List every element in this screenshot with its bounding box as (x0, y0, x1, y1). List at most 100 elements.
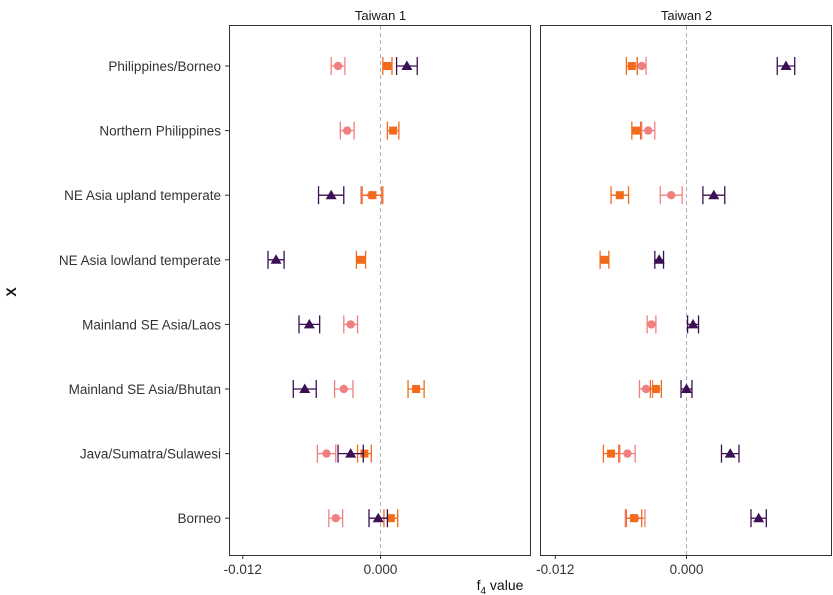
square-marker (389, 126, 398, 135)
panel-title: Taiwan 2 (661, 8, 712, 23)
y-tick-label: Java/Sumatra/Sulawesi (80, 447, 221, 462)
square-marker (600, 255, 609, 264)
triangle-marker (724, 448, 736, 458)
data-point (686, 315, 700, 334)
square-marker (356, 255, 365, 264)
circle-marker (322, 449, 331, 458)
square-marker (412, 385, 421, 393)
x-axis-title-f: f (477, 577, 481, 593)
square-marker (607, 449, 616, 458)
y-tick-label: Borneo (177, 511, 221, 526)
data-point (636, 57, 647, 75)
data-point (328, 509, 344, 528)
square-marker (627, 62, 636, 70)
square-marker (360, 449, 369, 458)
data-point (750, 509, 767, 528)
panel-title: Taiwan 1 (355, 8, 406, 23)
x-tick-label: -0.012 (224, 562, 262, 577)
circle-marker (641, 384, 651, 394)
square-marker (386, 514, 395, 523)
triangle-marker (653, 254, 665, 264)
triangle-marker (345, 448, 357, 458)
x-tick-label: 0.000 (364, 562, 398, 577)
data-point (602, 444, 620, 463)
triangle-marker (372, 512, 384, 523)
data-point (337, 444, 364, 463)
data-point (649, 380, 663, 398)
triangle-marker (780, 60, 792, 70)
circle-marker (647, 320, 656, 329)
data-point (330, 57, 346, 75)
square-marker (615, 191, 624, 200)
panel-strip (229, 5, 531, 25)
data-point (333, 380, 354, 398)
circle-marker (343, 126, 352, 135)
y-tick-label: Northern Philippines (99, 124, 221, 139)
square-marker (383, 62, 392, 70)
circle-marker (346, 320, 355, 329)
triangle-marker (299, 383, 311, 393)
data-point (776, 57, 796, 75)
data-point (368, 509, 389, 528)
triangle-marker (270, 254, 282, 264)
data-point (355, 250, 367, 269)
data-point (610, 186, 630, 205)
y-tick-label: Philippines/Borneo (108, 59, 221, 74)
circle-marker (339, 384, 348, 394)
data-point (659, 186, 683, 205)
y-axis-title: X (3, 287, 19, 297)
data-point (702, 186, 726, 205)
triangle-marker (303, 318, 315, 329)
circle-marker (623, 449, 632, 458)
triangle-marker (708, 189, 720, 200)
x-axis-title-rest: value (486, 577, 524, 593)
data-point (407, 380, 425, 398)
circle-marker (666, 191, 676, 200)
panel-strip (540, 5, 832, 25)
data-point (680, 380, 693, 398)
y-tick-label: Mainland SE Asia/Laos (82, 317, 221, 332)
x-tick-label: 0.000 (670, 562, 704, 577)
y-tick-label: NE Asia upland temperate (64, 188, 221, 203)
data-marks (267, 26, 796, 555)
triangle-marker (753, 512, 765, 523)
data-point (343, 315, 359, 334)
circle-marker (331, 514, 340, 523)
data-point (625, 57, 638, 75)
y-tick-labels: Philippines/Borneo Northern Philippines NE… (59, 59, 229, 526)
square-marker (630, 514, 639, 523)
data-point (339, 121, 355, 140)
circle-marker (644, 126, 653, 135)
data-point (317, 186, 345, 205)
data-point (641, 121, 656, 140)
data-point (386, 121, 400, 140)
square-marker (368, 191, 377, 200)
x-axis-title-subscript: 4 (480, 586, 486, 595)
data-point (720, 444, 740, 463)
circle-marker (333, 61, 343, 71)
data-point (395, 57, 418, 75)
x-tick-label: -0.012 (536, 562, 574, 577)
data-point (382, 57, 393, 75)
data-point (625, 509, 643, 528)
data-point (646, 315, 657, 334)
data-point (599, 250, 610, 269)
data-point (653, 250, 665, 269)
x-axis-title: f4 value (477, 577, 524, 595)
x-tick-labels: -0.012 0.000 -0.012 0.000 (224, 555, 704, 577)
square-marker (632, 126, 641, 135)
data-point (361, 186, 384, 205)
y-tick-label: NE Asia lowland temperate (59, 253, 221, 268)
data-point (267, 250, 285, 269)
data-point (619, 444, 636, 463)
triangle-marker (681, 383, 692, 393)
data-point (316, 444, 337, 463)
data-point (298, 315, 321, 334)
square-marker (651, 385, 660, 393)
triangle-marker (325, 189, 337, 200)
triangle-marker (687, 318, 699, 329)
y-tick-label: Mainland SE Asia/Bhutan (69, 382, 221, 397)
triangle-marker (401, 60, 413, 70)
circle-marker (637, 61, 646, 71)
